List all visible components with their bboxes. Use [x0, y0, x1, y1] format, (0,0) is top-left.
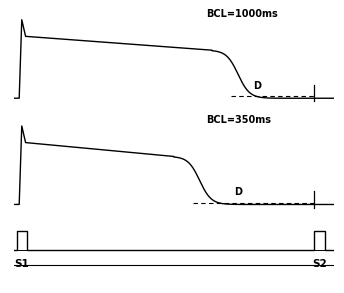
Text: S1: S1 — [15, 259, 30, 269]
Text: BCL=350ms: BCL=350ms — [206, 115, 271, 125]
Text: S2: S2 — [312, 259, 327, 269]
Text: D: D — [253, 81, 261, 91]
Text: BCL=1000ms: BCL=1000ms — [206, 9, 278, 19]
Text: D: D — [234, 187, 242, 197]
